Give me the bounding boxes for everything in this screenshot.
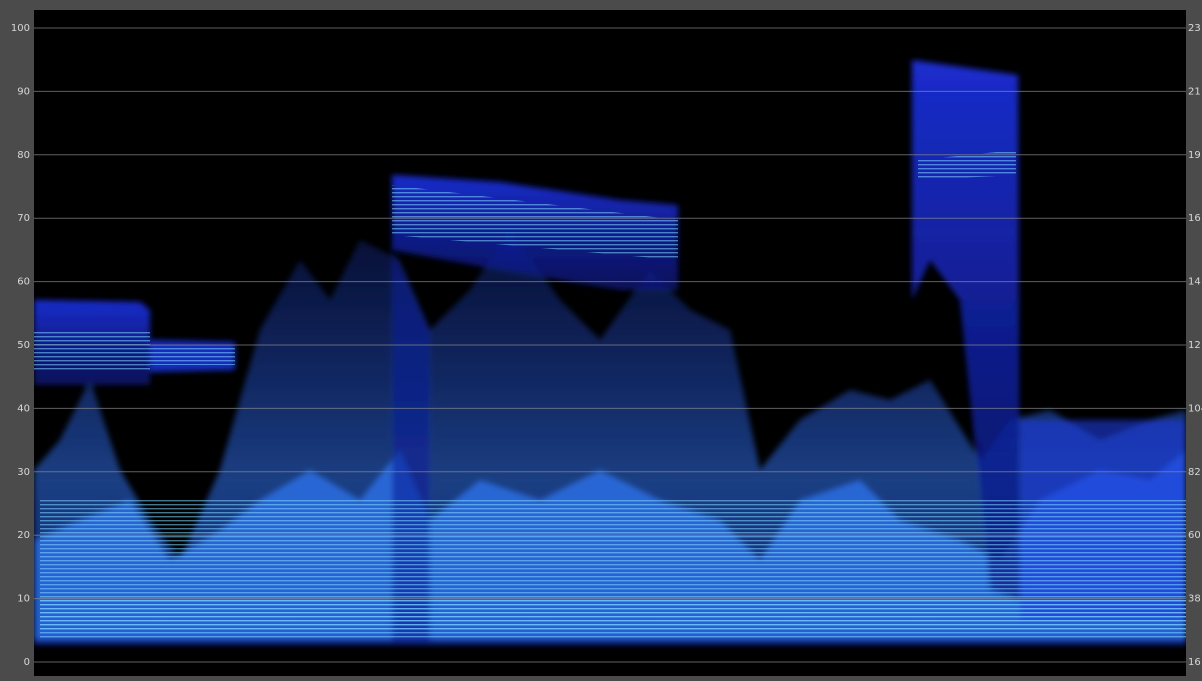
right-scale-label: 12: [1188, 340, 1201, 351]
left-scale-label: 70: [17, 213, 30, 224]
left-scale-label: 80: [17, 150, 30, 161]
right-scale-label: 21: [1188, 86, 1201, 97]
right-scale-label: 14: [1188, 277, 1201, 288]
left-scale-label: 90: [17, 86, 30, 97]
right-scale-label: 60: [1188, 530, 1201, 541]
right-scale-label: 104: [1188, 403, 1202, 414]
right-scale-label: 23: [1188, 23, 1201, 34]
right-scale-label: 19: [1188, 150, 1201, 161]
page: 1002390218019701660145012401043082206010…: [0, 0, 1202, 681]
right-scale-label: 16: [1188, 213, 1201, 224]
left-scale-label: 50: [17, 340, 30, 351]
left-scale-label: 10: [17, 594, 30, 605]
right-scale-label: 38: [1188, 594, 1201, 605]
right-scale-label: 82: [1188, 467, 1201, 478]
left-scale-label: 20: [17, 530, 30, 541]
waveform-scope: 1002390218019701660145012401043082206010…: [0, 0, 1202, 681]
left-scale-label: 30: [17, 467, 30, 478]
left-scale-label: 60: [17, 277, 30, 288]
right-scale-label: 16: [1188, 657, 1201, 668]
left-scale-label: 100: [11, 23, 30, 34]
left-scale-label: 40: [17, 403, 30, 414]
left-scale-label: 0: [24, 657, 30, 668]
